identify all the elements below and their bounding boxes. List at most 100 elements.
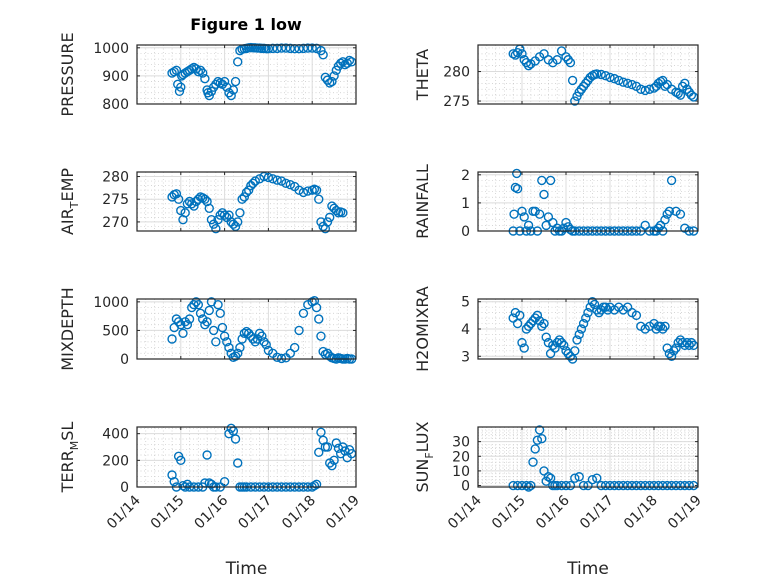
data-point: [600, 70, 611, 81]
data-point: [241, 187, 252, 198]
data-point: [224, 342, 234, 353]
data-point: [556, 46, 567, 56]
data-point: [257, 331, 267, 341]
data-point: [298, 308, 309, 318]
data-point: [583, 307, 593, 318]
data-point: [581, 313, 591, 323]
data-point: [666, 351, 677, 361]
data-point: [545, 175, 556, 186]
data-point: [532, 435, 543, 445]
y-tick-label: 1000: [93, 41, 129, 57]
data-point: [202, 450, 212, 460]
data-point: [539, 318, 549, 329]
data-point: [605, 72, 615, 83]
data-point: [534, 425, 545, 435]
data-point: [640, 85, 650, 96]
data-point: [627, 79, 637, 90]
axes-box: [477, 426, 699, 488]
x-tick-label: 01/16: [533, 492, 573, 532]
data-point: [666, 480, 677, 491]
data-point: [329, 71, 339, 81]
data-point: [512, 184, 523, 194]
x-tick-label: 01/19: [665, 493, 705, 533]
data-point: [512, 168, 522, 179]
y-tick-label: 0: [461, 479, 470, 495]
data-point: [592, 473, 602, 483]
data-point: [200, 194, 210, 204]
data-point: [609, 480, 620, 491]
y-tick-label: 1: [461, 196, 470, 212]
axes-box: [136, 171, 357, 232]
data-point: [307, 43, 317, 53]
data-point: [298, 187, 309, 198]
x-tick-label: 01/17: [577, 493, 617, 533]
data-point: [254, 174, 265, 184]
y-tick-label: 5: [461, 295, 470, 311]
data-point: [195, 65, 206, 75]
data-point: [211, 79, 221, 90]
y-tick-label: 20: [452, 449, 470, 465]
data-point: [230, 76, 241, 87]
data-point: [318, 50, 328, 60]
axes-box: [136, 298, 357, 360]
axes-box: [477, 171, 699, 232]
data-point: [211, 224, 221, 234]
axes-terr: 0 200 400 TERRMSL 01/14 01/15 01/16 01/17 01/18 0…: [58, 422, 363, 579]
data-point: [331, 438, 341, 448]
data-point: [671, 343, 681, 353]
data-point: [559, 340, 569, 351]
axes-box: [136, 426, 357, 488]
data-point: [167, 334, 177, 344]
y-axis-label: THETA: [413, 49, 432, 101]
data-point: [217, 322, 228, 333]
data-point: [655, 321, 666, 331]
data-point: [311, 43, 322, 54]
axes-box: [477, 298, 699, 360]
data-point: [684, 480, 694, 491]
data-point: [261, 340, 271, 350]
data-point: [510, 182, 521, 193]
data-point: [325, 78, 335, 88]
x-tick-label: 01/19: [323, 493, 363, 533]
data-point: [191, 297, 201, 307]
y-tick-label: 280: [102, 170, 129, 186]
data-point: [539, 466, 549, 476]
data-point: [556, 480, 567, 491]
data-point: [281, 178, 291, 189]
data-point: [169, 66, 179, 77]
data-point: [576, 324, 587, 334]
data-point: [243, 185, 254, 195]
data-point: [561, 480, 571, 491]
y-tick-label: 800: [102, 97, 129, 113]
y-tick-label: 275: [443, 94, 470, 110]
data-point: [662, 480, 672, 491]
data-point: [539, 49, 549, 59]
data-point: [233, 348, 243, 358]
y-tick-label: 500: [102, 323, 129, 339]
data-point: [686, 337, 697, 348]
y-axis-label: SUNFLUX: [413, 421, 436, 492]
data-point: [636, 84, 646, 94]
data-point: [230, 351, 241, 361]
y-axis-label: RAINFALL: [413, 164, 432, 239]
data-point: [327, 76, 337, 87]
data-point: [173, 194, 184, 204]
data-point: [627, 480, 637, 491]
y-tick-label: 1000: [93, 295, 129, 311]
data-point: [219, 476, 230, 487]
data-point: [572, 335, 582, 345]
data-point: [294, 185, 304, 195]
data-point: [254, 328, 265, 338]
data-point: [614, 480, 624, 491]
axes-mixdepth: 0 500 1000 MIXDEPTH: [58, 287, 357, 371]
data-point: [600, 302, 611, 312]
x-tick-label: 01/17: [235, 493, 275, 533]
data-point: [171, 189, 182, 199]
data-point: [671, 480, 681, 491]
data-point: [250, 176, 260, 186]
data-point: [587, 297, 598, 307]
data-point: [565, 224, 576, 235]
data-point: [537, 434, 547, 444]
data-point: [213, 300, 223, 310]
